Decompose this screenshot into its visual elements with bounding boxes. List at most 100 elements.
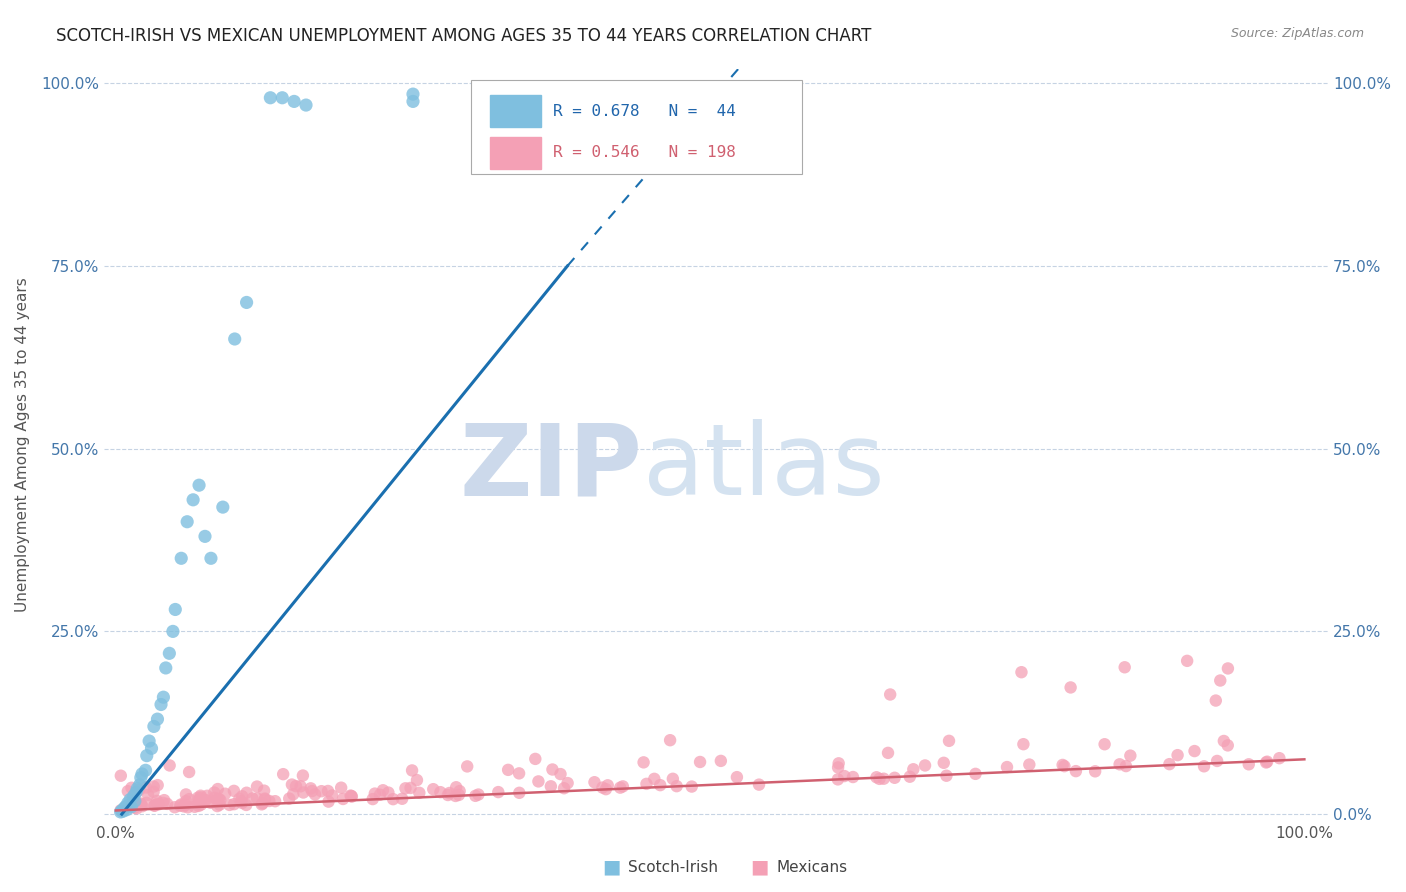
Point [281, 778, 304, 792]
Point [235, 797, 257, 812]
Text: Scotch-Irish: Scotch-Irish [628, 860, 718, 874]
Point [179, 792, 201, 806]
Point [290, 780, 312, 794]
Point [464, 789, 486, 803]
Point [1059, 681, 1081, 695]
Point [377, 786, 399, 800]
Point [879, 688, 901, 702]
Point [332, 792, 354, 806]
Point [129, 771, 152, 785]
Point [318, 795, 340, 809]
Point [152, 796, 174, 810]
Point [152, 690, 174, 705]
Point [550, 767, 572, 781]
Point [135, 748, 157, 763]
Point [1052, 758, 1074, 772]
Point [371, 783, 394, 797]
Point [382, 792, 405, 806]
Point [264, 794, 287, 808]
Point [231, 789, 253, 804]
Point [316, 784, 339, 798]
Point [1206, 754, 1229, 768]
Point [827, 772, 849, 787]
Point [1018, 757, 1040, 772]
Point [1216, 739, 1239, 753]
Point [135, 780, 157, 795]
Point [527, 774, 550, 789]
Point [842, 770, 865, 784]
Point [187, 798, 209, 813]
Point [117, 796, 139, 810]
Point [609, 780, 631, 795]
Point [361, 792, 384, 806]
Point [1216, 661, 1239, 675]
Point [146, 797, 169, 811]
Point [118, 798, 141, 813]
Point [122, 789, 145, 803]
Point [865, 770, 887, 784]
Point [636, 777, 658, 791]
Point [557, 776, 579, 790]
Point [170, 797, 193, 812]
Point [259, 91, 281, 105]
Point [402, 87, 425, 101]
Point [553, 781, 575, 796]
Point [131, 799, 153, 814]
Point [170, 551, 193, 566]
Point [146, 712, 169, 726]
Point [1159, 757, 1181, 772]
Point [524, 752, 547, 766]
Point [1175, 654, 1198, 668]
Point [110, 805, 132, 819]
Text: ■: ■ [602, 857, 621, 877]
Text: Source: ZipAtlas.com: Source: ZipAtlas.com [1230, 27, 1364, 40]
Point [1184, 744, 1206, 758]
Point [873, 772, 896, 786]
Point [195, 793, 218, 807]
Point [207, 799, 229, 814]
Point [187, 793, 209, 807]
Point [188, 478, 211, 492]
Text: R = 0.678   N =  44: R = 0.678 N = 44 [553, 103, 737, 119]
Point [200, 551, 222, 566]
Point [935, 769, 957, 783]
Point [235, 786, 257, 800]
Point [174, 794, 197, 808]
Point [828, 756, 851, 771]
Point [163, 800, 186, 814]
Point [200, 796, 222, 810]
Point [187, 790, 209, 805]
Point [914, 758, 936, 772]
Point [231, 796, 253, 810]
Point [110, 803, 132, 817]
Text: atlas: atlas [643, 419, 884, 516]
Point [1064, 764, 1087, 778]
Point [127, 781, 149, 796]
Point [285, 779, 308, 793]
Point [214, 787, 236, 801]
Point [1012, 737, 1035, 751]
Point [242, 791, 264, 805]
Point [444, 789, 467, 803]
Text: ■: ■ [749, 857, 769, 877]
Text: ZIP: ZIP [460, 419, 643, 516]
Point [141, 741, 163, 756]
Point [177, 800, 200, 814]
Point [138, 734, 160, 748]
Point [146, 794, 169, 808]
Point [259, 794, 281, 808]
Point [1205, 693, 1227, 707]
Point [330, 780, 353, 795]
Point [209, 793, 232, 807]
Point [112, 801, 135, 815]
Point [541, 763, 564, 777]
Point [643, 772, 665, 786]
Point [208, 792, 231, 806]
Point [834, 769, 856, 783]
Point [194, 793, 217, 807]
Point [150, 698, 173, 712]
Point [659, 733, 682, 747]
Point [253, 791, 276, 805]
Point [965, 767, 987, 781]
Point [246, 791, 269, 805]
